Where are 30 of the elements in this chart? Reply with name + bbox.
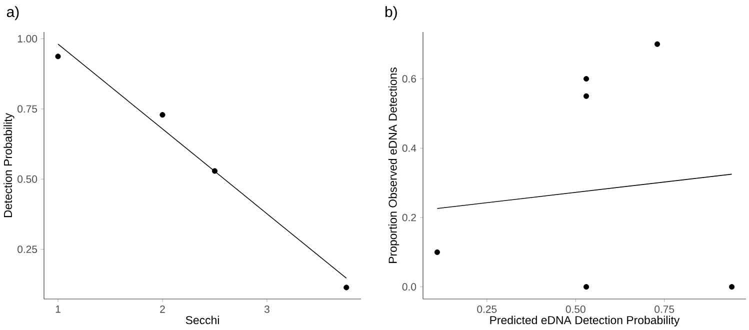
- point: [583, 93, 590, 99]
- point: [212, 168, 218, 174]
- point: [160, 112, 166, 118]
- point: [55, 54, 61, 60]
- x-tick-label: 2: [160, 306, 165, 313]
- x-tick-label: 3: [264, 306, 270, 313]
- y-tick-label: 0.4: [402, 144, 416, 152]
- x-axis-title: Secchi: [186, 316, 219, 324]
- y-tick-label: 0.75: [18, 105, 38, 113]
- y-axis-title: Detection Probability: [4, 113, 14, 218]
- y-tick-label: 0.50: [18, 175, 38, 183]
- x-tick-label: 0.50: [566, 306, 586, 313]
- y-tick-label: 0.0: [402, 283, 416, 291]
- point: [729, 284, 735, 290]
- x-tick-label: 0.25: [477, 306, 497, 313]
- point: [583, 76, 590, 82]
- x-tick-label: 1: [56, 306, 60, 313]
- x-axis-title: Predicted eDNA Detection Probability: [490, 316, 680, 326]
- chart-title: b): [386, 6, 397, 20]
- y-tick-label: 0.25: [18, 246, 38, 254]
- x-tick-label: 0.75: [654, 306, 674, 313]
- point: [434, 249, 440, 255]
- point: [654, 41, 660, 47]
- point: [583, 284, 590, 290]
- chart-title: a): [6, 6, 19, 20]
- y-tick-label: 0.2: [402, 214, 416, 222]
- y-tick-label: 1.00: [18, 35, 38, 42]
- point: [344, 284, 350, 290]
- y-axis-title: Proportion Observed eDNA Detections: [388, 68, 400, 263]
- y-tick-label: 0.6: [402, 75, 416, 83]
